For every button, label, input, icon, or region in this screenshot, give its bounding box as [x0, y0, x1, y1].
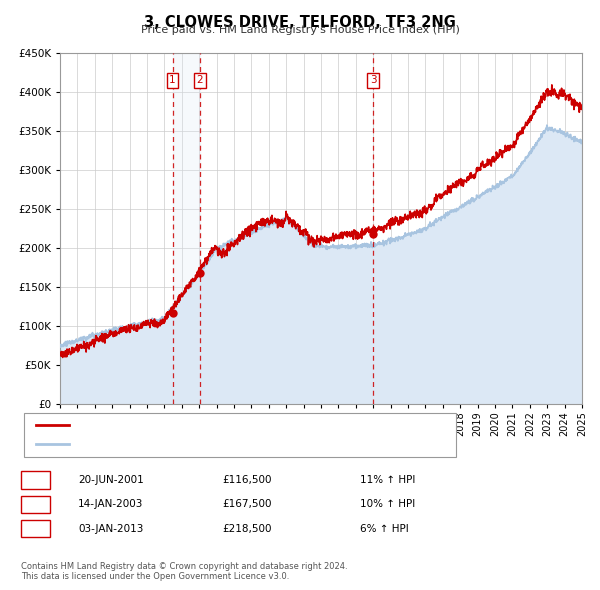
Text: 3, CLOWES DRIVE, TELFORD, TF3 2NG: 3, CLOWES DRIVE, TELFORD, TF3 2NG	[144, 15, 456, 30]
Text: £167,500: £167,500	[222, 500, 271, 509]
Text: 14-JAN-2003: 14-JAN-2003	[78, 500, 143, 509]
Text: 1: 1	[32, 476, 39, 485]
Text: HPI: Average price, detached house, Telford and Wrekin: HPI: Average price, detached house, Telf…	[75, 440, 352, 449]
Text: £116,500: £116,500	[222, 476, 271, 485]
Text: 3, CLOWES DRIVE, TELFORD, TF3 2NG (detached house): 3, CLOWES DRIVE, TELFORD, TF3 2NG (detac…	[75, 420, 355, 430]
Text: 3: 3	[370, 76, 377, 86]
Text: 2: 2	[32, 500, 39, 509]
Text: £218,500: £218,500	[222, 524, 271, 533]
Text: 20-JUN-2001: 20-JUN-2001	[78, 476, 144, 485]
Bar	[173, 53, 200, 404]
Text: Contains HM Land Registry data © Crown copyright and database right 2024.: Contains HM Land Registry data © Crown c…	[21, 562, 347, 571]
Text: 6% ↑ HPI: 6% ↑ HPI	[360, 524, 409, 533]
Text: This data is licensed under the Open Government Licence v3.0.: This data is licensed under the Open Gov…	[21, 572, 289, 581]
Text: Price paid vs. HM Land Registry's House Price Index (HPI): Price paid vs. HM Land Registry's House …	[140, 25, 460, 35]
Text: 03-JAN-2013: 03-JAN-2013	[78, 524, 143, 533]
Text: 3: 3	[32, 524, 39, 533]
Text: 10% ↑ HPI: 10% ↑ HPI	[360, 500, 415, 509]
Text: 1: 1	[169, 76, 176, 86]
Text: 2: 2	[197, 76, 203, 86]
Text: 11% ↑ HPI: 11% ↑ HPI	[360, 476, 415, 485]
